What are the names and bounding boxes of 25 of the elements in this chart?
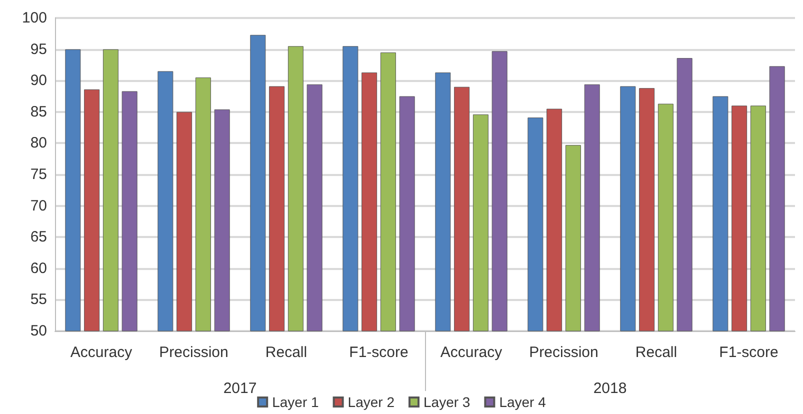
y-tick-label: 50	[30, 322, 47, 340]
legend-label: Layer 4	[499, 394, 546, 410]
x-tick-label: F1-score	[349, 344, 408, 361]
y-tick-label: 70	[30, 197, 47, 214]
y-tick-label: 55	[30, 291, 47, 308]
x-tick-label: Precission	[529, 344, 598, 361]
text: 2017	[223, 380, 257, 397]
y-tick-label: 60	[30, 260, 47, 277]
x-tick-label: Accuracy	[440, 344, 503, 361]
y-tick-label: 85	[30, 103, 47, 120]
y-tick-label: 65	[30, 228, 47, 246]
y-tick-label: 95	[30, 40, 47, 58]
legend-label: Layer 1	[272, 394, 320, 410]
x-tick-label: Precission	[159, 344, 228, 361]
x-tick-label: Accuracy	[70, 344, 133, 361]
y-tick-label: 90	[30, 72, 47, 90]
legend-label: Layer 3	[424, 394, 470, 410]
text: 2018	[593, 380, 627, 397]
x-tick-label: Recall	[635, 344, 678, 361]
y-tick-label: 100	[22, 10, 47, 26]
y-tick-label: 75	[30, 166, 47, 183]
y-tick-label: 80	[30, 134, 47, 152]
x-tick-label: Recall	[265, 344, 308, 361]
legend-label: Layer 2	[348, 394, 395, 410]
x-tick-label: F1-score	[719, 344, 778, 361]
